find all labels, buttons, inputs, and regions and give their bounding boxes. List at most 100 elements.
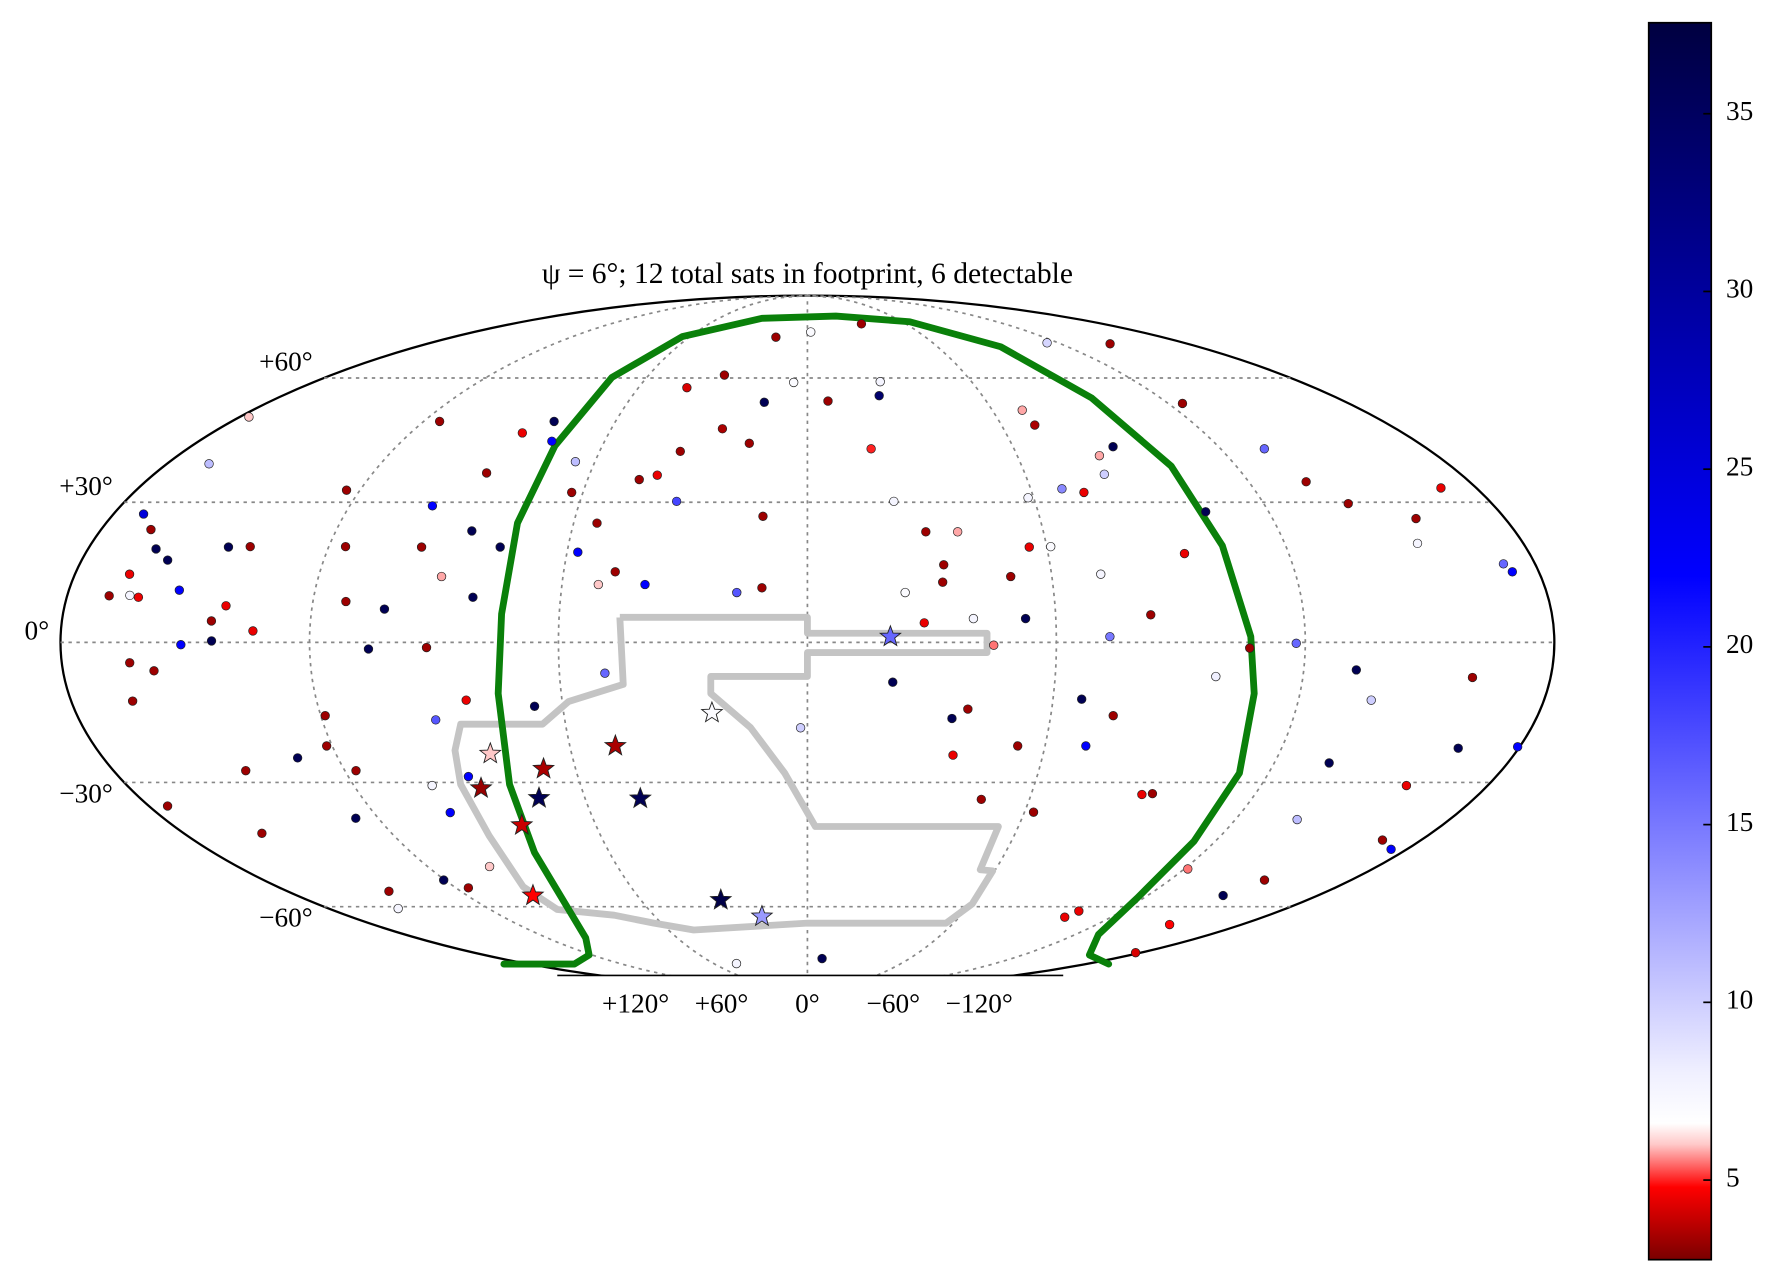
satellite-dot [436,571,447,582]
meridian [557,294,808,976]
satellite-dot [731,958,742,969]
satellite-dot [1099,469,1109,479]
satellite-dot [1436,483,1446,493]
satellite-dot [1028,807,1039,817]
satellite-dot [1301,477,1311,487]
satellite-star [709,887,733,910]
colorbar [1647,21,1713,1261]
satellite-dot [340,541,351,552]
satellite-dot [671,496,682,507]
satellite-dot [719,370,730,380]
satellite-star [510,813,534,835]
satellite-dot [1060,912,1070,922]
satellite-dot [795,723,806,733]
satellite-dot [1412,538,1423,549]
satellite-dot [138,509,149,519]
satellite-dot [517,428,528,438]
satellite-dot [1024,542,1034,552]
satellite-dot [1351,665,1361,675]
satellite-dot [789,377,799,388]
satellite-dot [1498,559,1509,569]
satellite-dot [162,555,173,565]
survey-footprint [451,613,1002,934]
satellite-dot [1057,484,1067,494]
satellite-dot [948,750,958,760]
grid [60,294,1555,976]
satellite-dot [461,695,471,705]
satellite-dot [1467,672,1478,683]
satellite-dot [1343,498,1353,509]
satellite-dot [856,319,867,329]
satellite-dot [600,668,610,678]
satellite-dot [248,626,258,636]
satellite-dot [127,696,138,706]
satellite-dot [1108,442,1118,452]
lon-tick-label: +120° [602,988,669,1018]
satellite-dot [947,713,957,724]
satellite-dot [875,377,885,387]
satellite-dot [416,542,427,552]
satellite-dot [1020,613,1031,624]
satellite-dot [206,616,217,626]
satellite-dot [1366,695,1376,705]
satellite-dot [634,474,644,485]
satellite-star [532,756,555,779]
satellite-dot [321,741,332,751]
satellite-dot [900,587,910,598]
satellite-dot [351,766,361,776]
colorbar-tick-label: 15 [1726,807,1753,837]
satellite-dot [1130,948,1141,958]
lat-tick-label: 0° [25,616,50,646]
satellite-dot [1292,814,1302,825]
satellite-dot [244,412,254,422]
satellite-dot [393,903,403,914]
satellite-dot [1377,835,1388,845]
satellite-dot [1013,741,1023,751]
satellite-dot [1074,906,1084,916]
satellite-dot [221,601,231,611]
satellite-dot [481,468,492,478]
satellite-dot [125,590,135,601]
satellite-dot [484,861,495,872]
satellite-dot [1146,610,1156,620]
satellite-dot [351,813,361,823]
satellite-dot [976,794,986,805]
satellite-dot [384,886,394,896]
satellite-dot [652,470,662,480]
satellite-dot [771,332,781,342]
satellite-dot [874,391,884,401]
satellite-dot [1108,711,1118,721]
satellite-dot [592,518,602,528]
lat-tick-label: −60° [259,903,313,933]
satellite-dot [968,613,979,624]
satellite-dot [1147,788,1158,799]
satellite-dot [206,636,217,646]
satellite-dot [757,583,767,593]
meridian [308,294,808,976]
satellite-dot [434,416,445,427]
satellite-dot [817,953,827,964]
satellite-dot [1291,638,1301,648]
satellite-dot [149,666,159,676]
satellite-dot [1006,571,1016,582]
satellite-dot [1042,338,1052,348]
satellite-dot [463,771,474,782]
satellite-dot [1137,789,1147,800]
satellite-dot [1096,569,1106,579]
detection-footprint [494,312,1258,968]
satellite-dot [744,438,754,448]
satellite-dot [953,527,963,537]
satellite-dot [1094,450,1105,461]
satellite-dot [467,526,477,536]
satellite-dot [495,542,505,552]
satellite-dot [1023,493,1033,503]
satellite-dot [1259,875,1270,885]
satellite-dot [806,327,816,337]
satellite-dot [363,644,374,654]
satellite-star [603,733,627,756]
lon-tick-label: +60° [695,988,749,1018]
satellite-dot [1507,567,1517,577]
satellite-dot [1017,405,1027,415]
satellite-dot [162,801,173,811]
